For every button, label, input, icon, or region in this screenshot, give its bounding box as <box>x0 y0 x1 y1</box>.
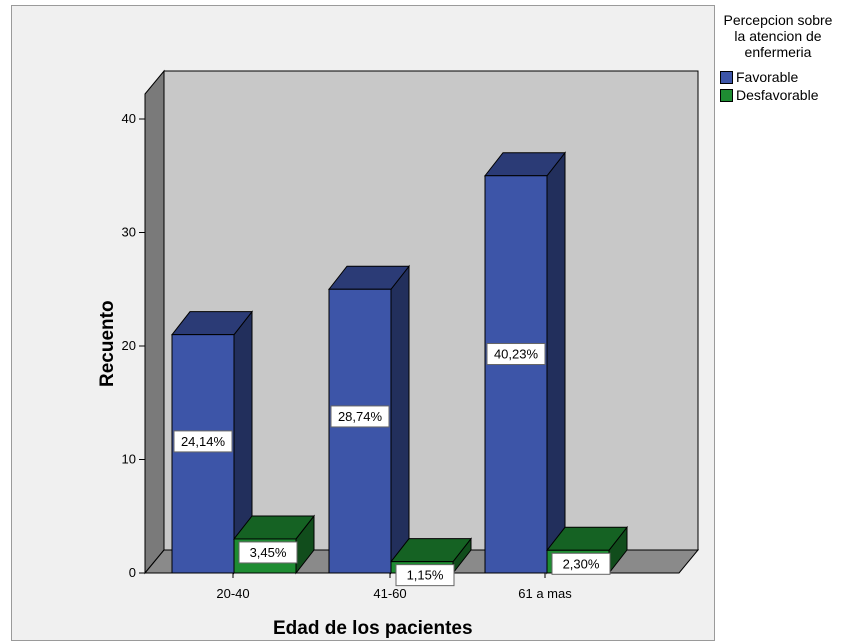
y-tick-label: 20 <box>122 338 136 353</box>
y-tick-label: 10 <box>122 452 136 467</box>
data-label-box <box>330 405 390 428</box>
data-label: 40,23% <box>494 347 539 362</box>
legend-item-favorable: Favorable <box>716 68 841 86</box>
side-wall <box>144 69 165 575</box>
data-label-box <box>395 564 455 587</box>
chart-frame: 0 10 20 30 40 20-40 41-60 61 a mas 24,14% 3,45% 28… <box>11 5 715 641</box>
legend-swatch-favorable <box>720 70 733 84</box>
data-label: 1,15% <box>407 568 444 583</box>
plot-area: 0 10 20 30 40 20-40 41-60 61 a mas 24,14% 3,45% 28… <box>122 69 700 601</box>
x-axis-title: Edad de los pacientes <box>273 618 473 639</box>
data-label: 28,74% <box>338 409 383 424</box>
y-tick-label: 0 <box>129 565 136 580</box>
x-tick-label: 61 a mas <box>518 586 572 601</box>
bar-side <box>390 264 410 575</box>
data-label-box <box>551 552 611 575</box>
data-label: 3,45% <box>250 545 287 560</box>
legend-swatch-desfavorable <box>720 88 733 102</box>
data-label-box <box>238 541 298 564</box>
data-label-box <box>486 343 546 366</box>
y-tick-label: 30 <box>122 225 136 240</box>
legend-item-desfavorable: Desfavorable <box>716 86 841 104</box>
legend-label-favorable: Favorable <box>736 69 799 85</box>
bar <box>171 334 235 574</box>
legend: Percepcion sobre la atencion de enfermer… <box>716 12 841 104</box>
data-label-box <box>173 430 233 453</box>
y-tick-label: 40 <box>122 111 136 126</box>
y-axis-title: Recuento <box>97 300 118 387</box>
x-tick-label: 41-60 <box>373 586 406 601</box>
legend-label-desfavorable: Desfavorable <box>736 87 819 103</box>
data-label: 2,30% <box>563 556 600 571</box>
bar <box>484 175 548 574</box>
bar <box>328 288 392 574</box>
data-label: 24,14% <box>181 434 226 449</box>
legend-title: Percepcion sobre la atencion de enfermer… <box>723 12 833 60</box>
bar-side <box>546 151 566 575</box>
x-tick-label: 20-40 <box>216 586 249 601</box>
